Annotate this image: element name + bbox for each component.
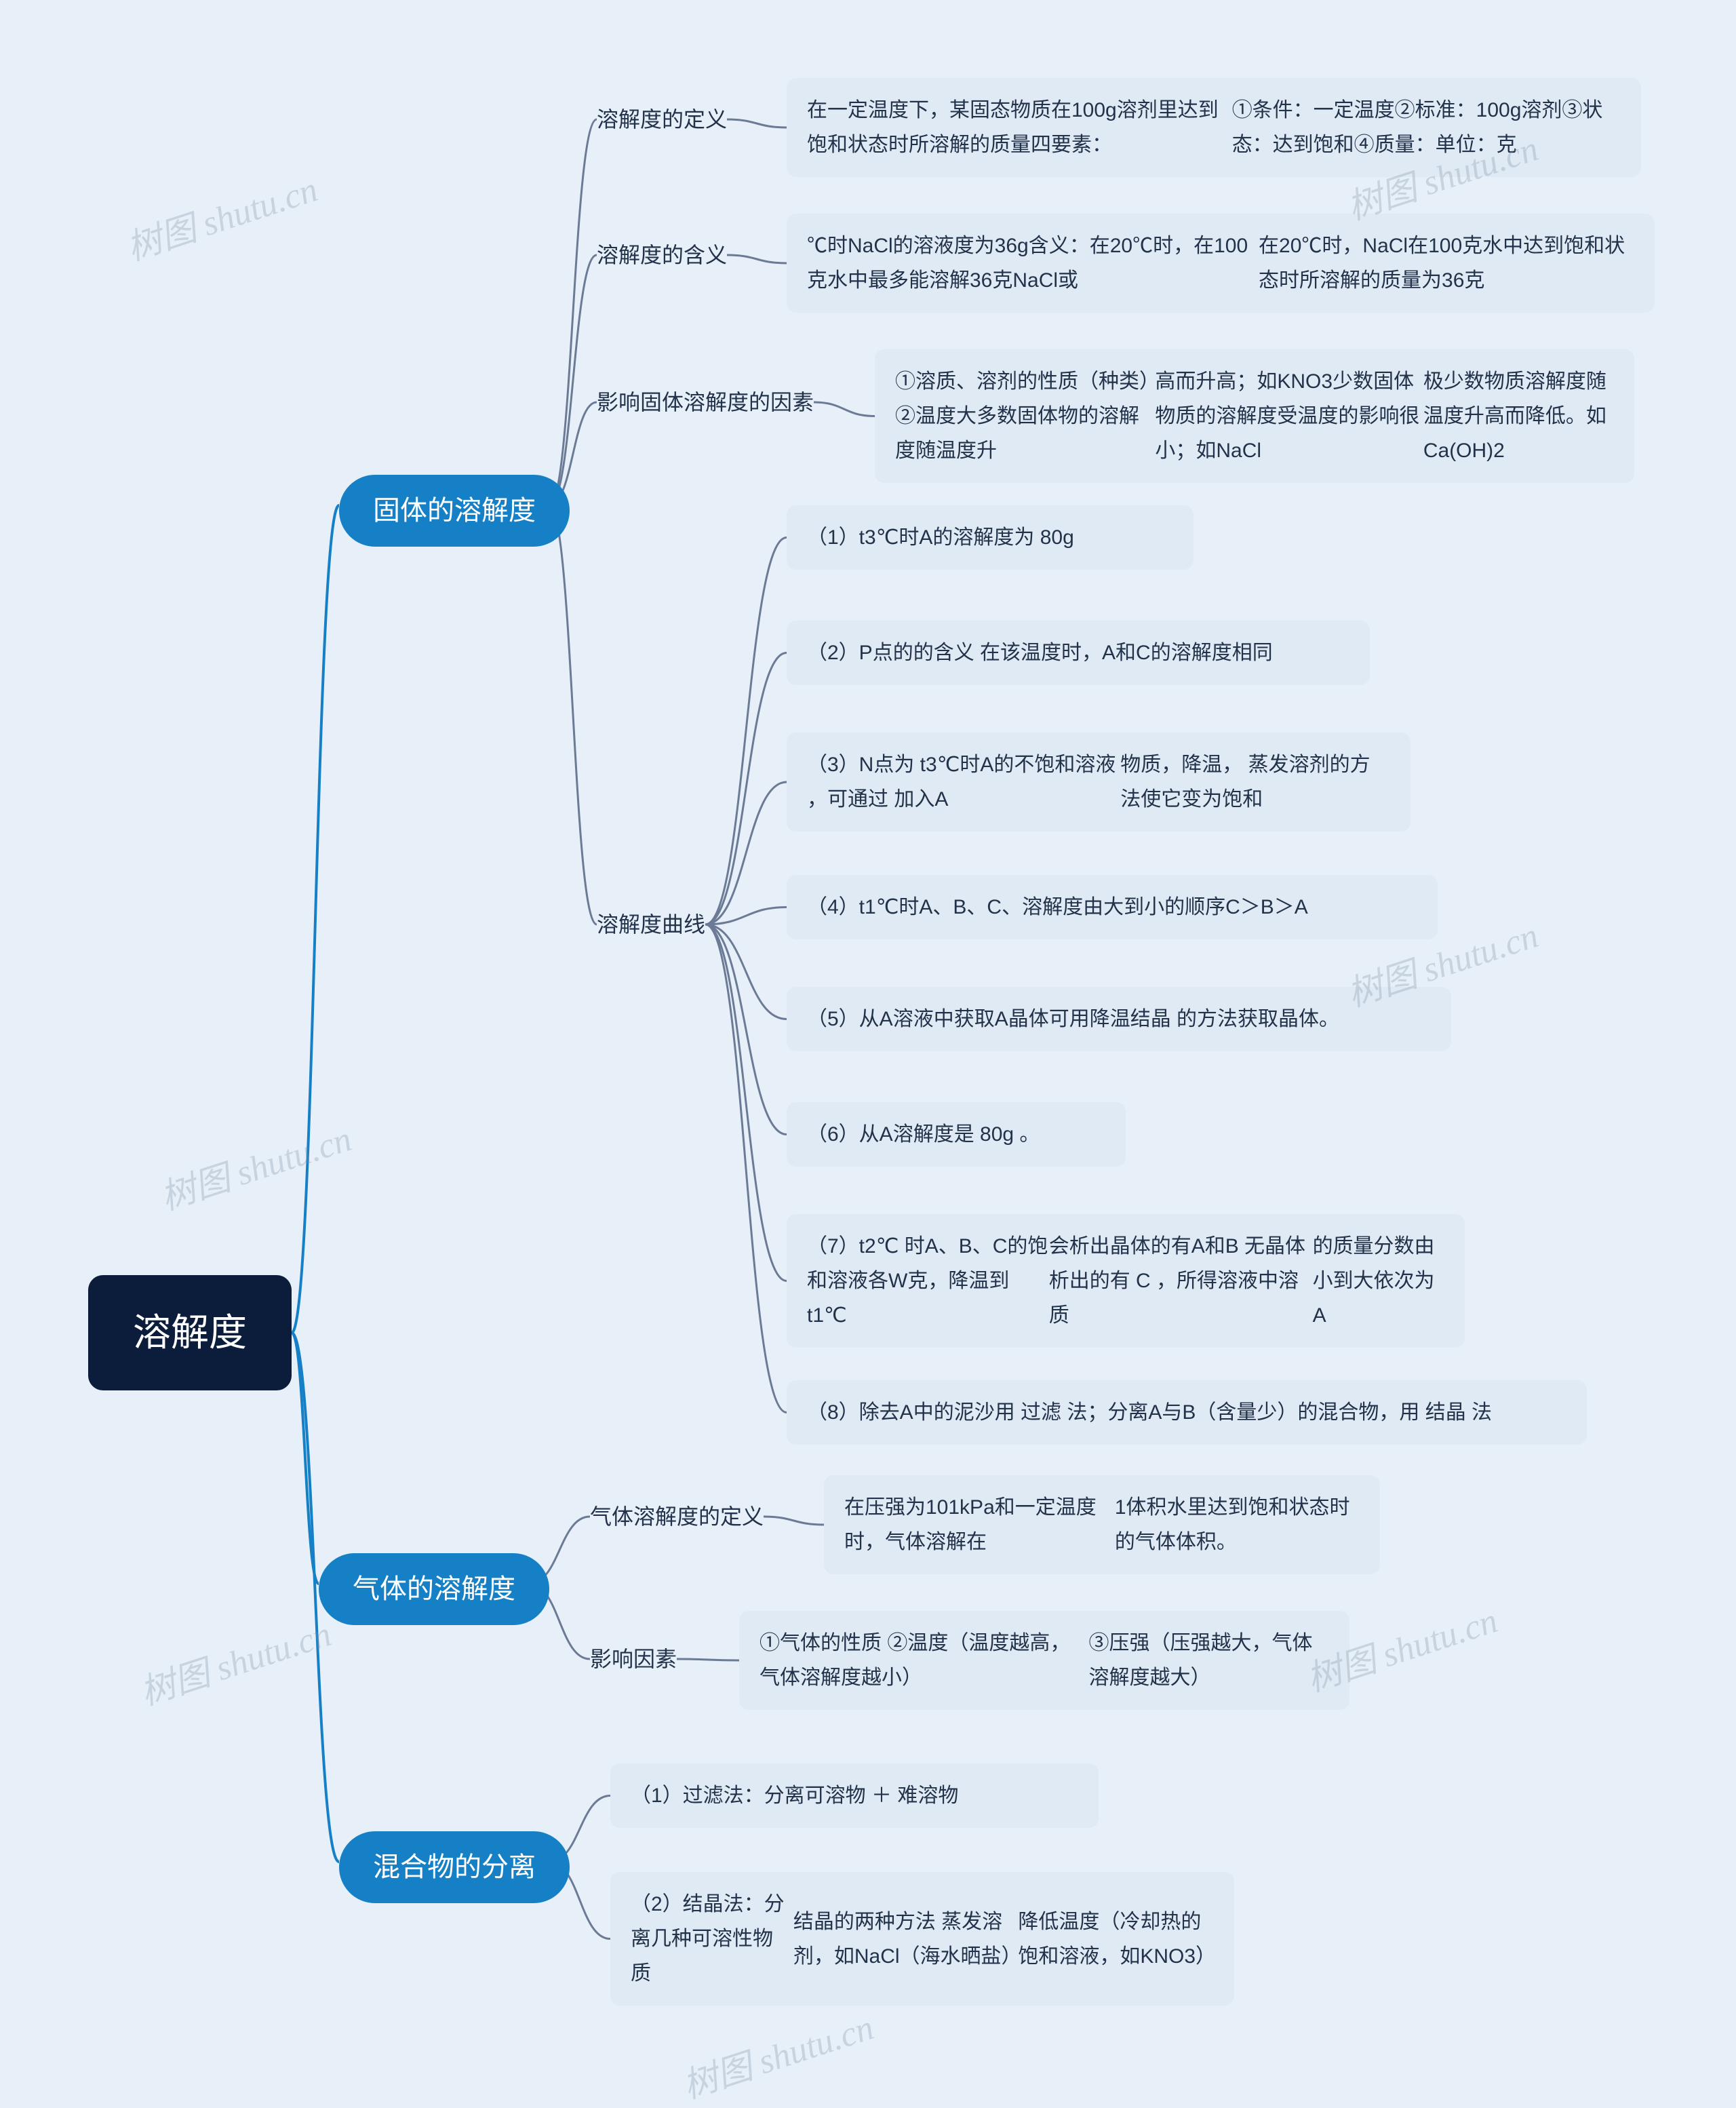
label-g1: 气体溶解度的定义 bbox=[590, 1501, 764, 1532]
leaf-s4-4: （5）从A溶液中获取A晶体可用降温结晶 的方法获取晶体。 bbox=[787, 987, 1451, 1051]
branch-gas-label: 气体的溶解度 bbox=[353, 1569, 515, 1609]
leaf-s2: ℃时NaCl的溶液度为36g含义：在20℃时，在100克水中最多能溶解36克Na… bbox=[787, 214, 1655, 313]
leaf-p2: （2）结晶法：分离几种可溶性物质结晶的两种方法 蒸发溶剂，如NaCl（海水晒盐）… bbox=[610, 1872, 1234, 2006]
leaf-g1: 在压强为101kPa和一定温度时，气体溶解在1体积水里达到饱和状态时的气体体积。 bbox=[824, 1475, 1380, 1574]
leaf-s4-3: （4）t1℃时A、B、C、溶解度由大到小的顺序C＞B＞A bbox=[787, 875, 1438, 939]
branch-sep-label: 混合物的分离 bbox=[373, 1848, 536, 1887]
label-s2: 溶解度的含义 bbox=[597, 239, 727, 271]
leaf-s4-5: （6）从A溶解度是 80g 。 bbox=[787, 1102, 1126, 1167]
label-g2: 影响因素 bbox=[590, 1643, 677, 1675]
leaf-g2: ①气体的性质 ②温度（温度越高，气体溶解度越小）③压强（压强越大，气体溶解度越大… bbox=[739, 1611, 1349, 1710]
branch-solid-label: 固体的溶解度 bbox=[373, 491, 536, 530]
leaf-s4-6: （7）t2℃ 时A、B、C的饱和溶液各W克，降温到t1℃会析出晶体的有A和B 无… bbox=[787, 1214, 1465, 1348]
leaf-s4-0: （1）t3℃时A的溶解度为 80g bbox=[787, 505, 1194, 570]
leaf-s1: 在一定温度下，某固态物质在100g溶剂里达到饱和状态时所溶解的质量四要素：①条件… bbox=[787, 78, 1641, 177]
leaf-s4-1: （2）P点的的含义 在该温度时，A和C的溶解度相同 bbox=[787, 621, 1370, 685]
branch-gas: 气体的溶解度 bbox=[319, 1553, 549, 1625]
watermark: 树图 shutu.cn bbox=[119, 161, 323, 270]
branch-solid: 固体的溶解度 bbox=[339, 475, 570, 547]
root-node: 溶解度 bbox=[88, 1275, 292, 1390]
watermark: 树图 shutu.cn bbox=[153, 1110, 357, 1219]
root-label: 溶解度 bbox=[133, 1305, 247, 1360]
label-s3: 影响固体溶解度的因素 bbox=[597, 387, 814, 418]
label-s4: 溶解度曲线 bbox=[597, 909, 705, 940]
watermark: 树图 shutu.cn bbox=[675, 1999, 880, 2108]
watermark: 树图 shutu.cn bbox=[133, 1605, 337, 1715]
leaf-s3: ①溶质、溶剂的性质（种类）②温度大多数固体物的溶解度随温度升高而升高；如KNO3… bbox=[875, 349, 1634, 483]
label-s1: 溶解度的定义 bbox=[597, 104, 727, 135]
leaf-s4-2: （3）N点为 t3℃时A的不饱和溶液 ，可通过 加入A物质，降温， 蒸发溶剂的方… bbox=[787, 733, 1410, 832]
leaf-p1: （1）过滤法：分离可溶物 ＋ 难溶物 bbox=[610, 1763, 1099, 1828]
branch-sep: 混合物的分离 bbox=[339, 1831, 570, 1903]
leaf-s4-7: （8）除去A中的泥沙用 过滤 法；分离A与B（含量少）的混合物，用 结晶 法 bbox=[787, 1380, 1587, 1445]
